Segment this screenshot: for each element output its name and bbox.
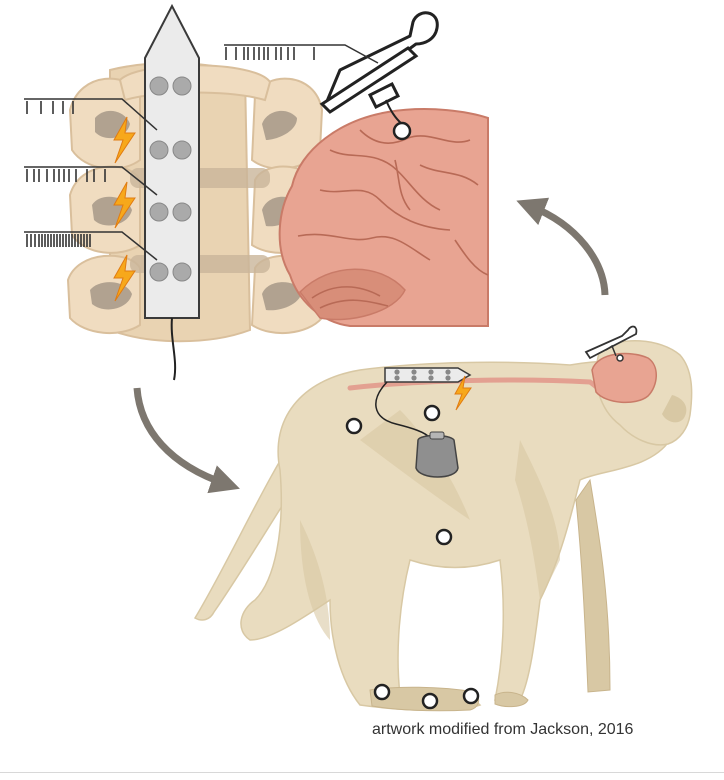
cortical-probe-icon <box>319 11 439 141</box>
monkey-brain <box>591 352 657 404</box>
spike-train-3 <box>26 234 91 247</box>
emg-electrode-icon <box>435 528 453 546</box>
lightning-bolt-icon <box>113 254 136 302</box>
emg-electrode-icon <box>462 687 480 705</box>
bottom-divider <box>0 772 724 773</box>
electrode-contact <box>149 76 169 96</box>
attribution-caption: artwork modified from Jackson, 2016 <box>372 721 634 738</box>
recording-line-3 <box>24 231 158 261</box>
monkey-front-hand <box>494 691 529 708</box>
electrode-contact <box>172 140 192 160</box>
brain <box>278 108 489 327</box>
recording-line-2 <box>24 166 158 196</box>
lightning-bolt-icon <box>113 116 136 164</box>
monkey-illustration <box>193 340 693 712</box>
electrode-contact <box>149 262 169 282</box>
electrode-contact <box>172 76 192 96</box>
spike-train-1 <box>26 101 74 114</box>
cortical-probe-icon <box>584 325 638 362</box>
cerebellum <box>299 268 406 321</box>
lightning-bolt-icon <box>113 181 136 229</box>
recording-line-1 <box>24 98 158 131</box>
electrode-array-icon <box>144 3 200 319</box>
spike-train-2 <box>26 169 106 182</box>
electrode-contact <box>172 202 192 222</box>
electrode-contact <box>149 140 169 160</box>
emg-electrode-icon <box>373 683 391 701</box>
spinal-cord-section <box>24 3 326 381</box>
electrode-contact <box>172 262 192 282</box>
lead-wire <box>170 317 177 381</box>
electrode-contact <box>149 202 169 222</box>
spike-train-cortex <box>225 47 315 60</box>
cortex-recording-line <box>224 44 379 64</box>
emg-electrode-icon <box>345 417 363 435</box>
brain-sulci <box>297 129 489 309</box>
loop-arrow-up <box>516 197 609 296</box>
cortical-electrode-site <box>392 121 412 141</box>
implanted-stimulator-icon <box>415 431 459 478</box>
brain-section <box>224 11 489 327</box>
emg-electrode-icon <box>421 692 439 710</box>
electrode-array-icon <box>384 367 472 383</box>
emg-electrode-icon <box>423 404 441 422</box>
stimulator-lead <box>375 381 431 439</box>
loop-arrow-down <box>133 387 240 494</box>
lightning-bolt-icon <box>454 375 472 411</box>
monkey-body <box>240 360 681 711</box>
